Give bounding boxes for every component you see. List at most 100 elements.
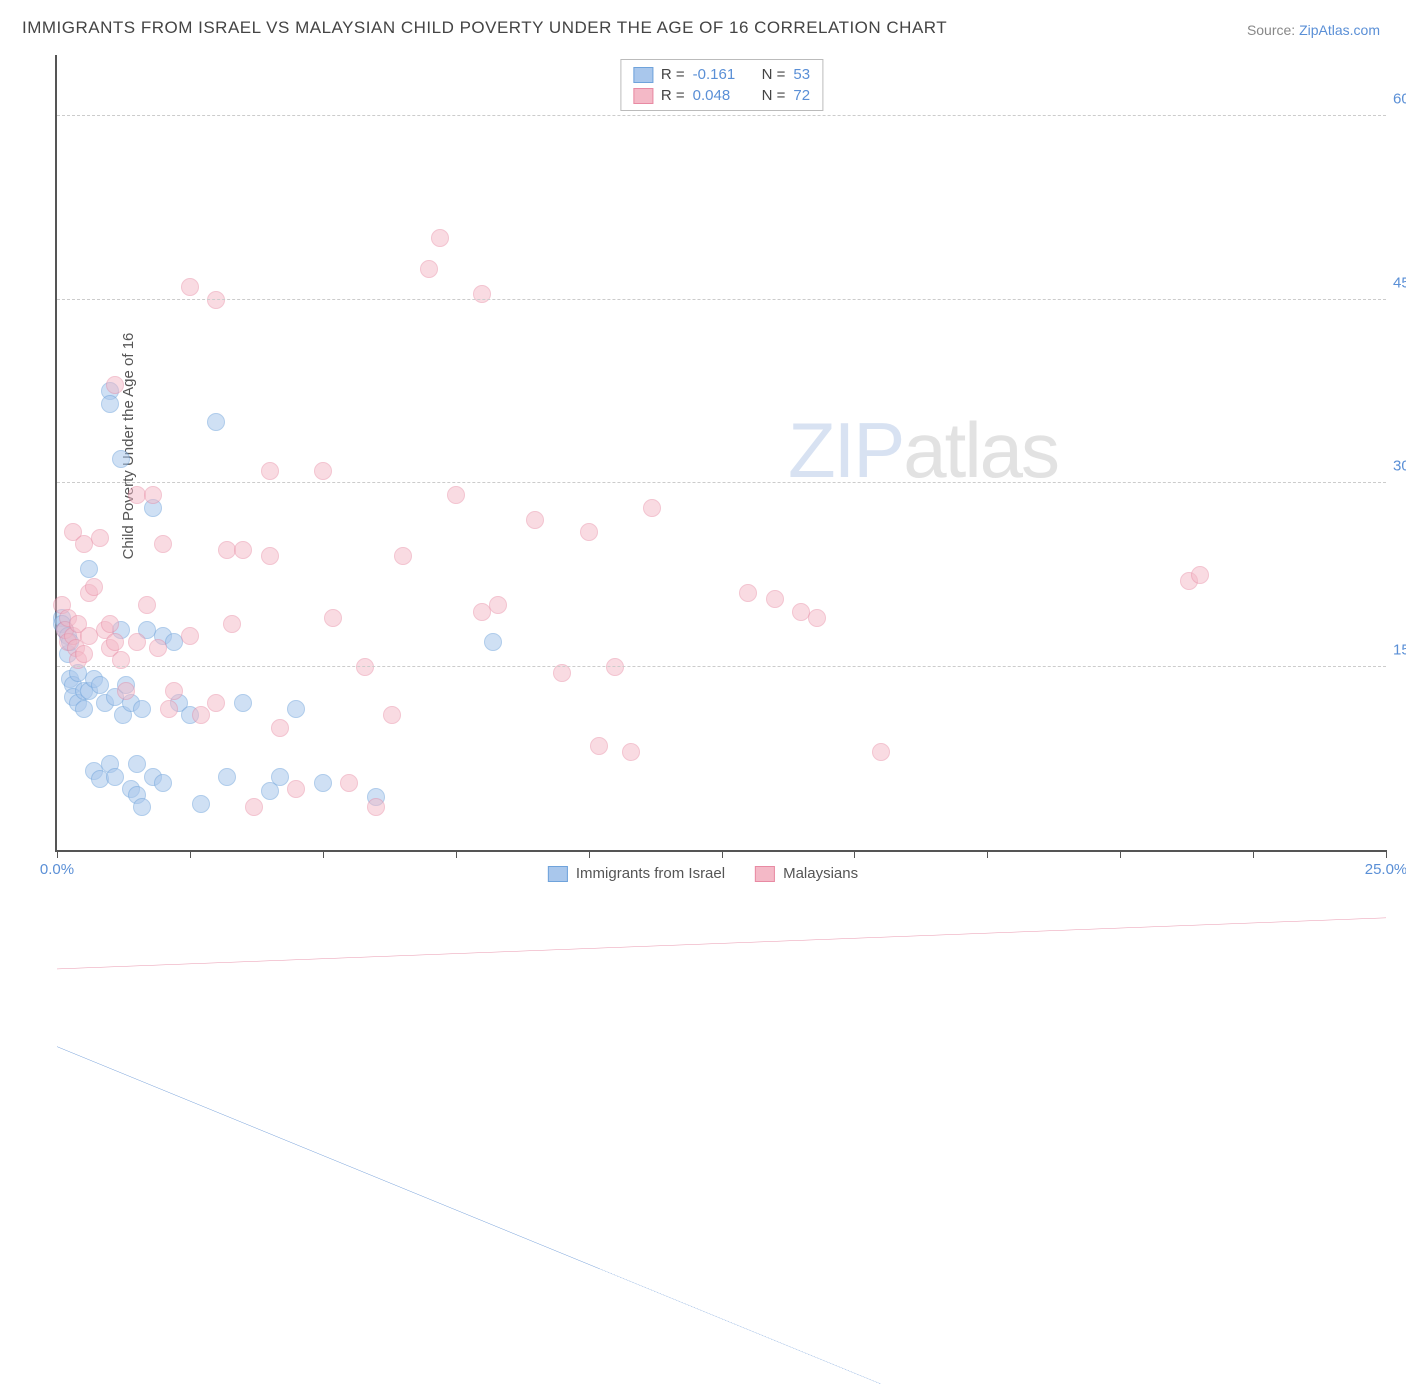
data-point bbox=[218, 768, 236, 786]
data-point bbox=[101, 395, 119, 413]
data-point bbox=[245, 798, 263, 816]
data-point bbox=[622, 743, 640, 761]
source-label: Source: bbox=[1247, 22, 1299, 38]
x-tick bbox=[456, 850, 457, 858]
x-tick bbox=[57, 850, 58, 858]
data-point bbox=[128, 755, 146, 773]
data-point bbox=[872, 743, 890, 761]
data-point bbox=[117, 682, 135, 700]
data-point bbox=[112, 651, 130, 669]
data-point bbox=[154, 535, 172, 553]
data-point bbox=[739, 584, 757, 602]
x-tick bbox=[987, 850, 988, 858]
data-point bbox=[420, 260, 438, 278]
data-point bbox=[223, 615, 241, 633]
data-point bbox=[154, 774, 172, 792]
data-point bbox=[207, 694, 225, 712]
legend-swatch bbox=[633, 67, 653, 83]
data-point bbox=[101, 615, 119, 633]
data-point bbox=[138, 596, 156, 614]
y-tick-label: 45.0% bbox=[1393, 274, 1406, 291]
data-point bbox=[112, 450, 130, 468]
data-point bbox=[340, 774, 358, 792]
data-point bbox=[181, 278, 199, 296]
legend-item: Malaysians bbox=[755, 865, 858, 882]
data-point bbox=[144, 486, 162, 504]
data-point bbox=[160, 700, 178, 718]
data-point bbox=[192, 706, 210, 724]
data-point bbox=[234, 541, 252, 559]
chart-plot-area: R = -0.161N = 53R = 0.048N = 72 ZIPatlas… bbox=[55, 55, 1386, 852]
x-tick bbox=[190, 850, 191, 858]
data-point bbox=[128, 633, 146, 651]
data-point bbox=[324, 609, 342, 627]
legend-n-value: 53 bbox=[793, 66, 810, 83]
x-tick bbox=[1253, 850, 1254, 858]
y-tick-label: 60.0% bbox=[1393, 91, 1406, 108]
data-point bbox=[133, 700, 151, 718]
legend-r-label: R = bbox=[661, 66, 685, 83]
legend-swatch bbox=[548, 866, 568, 882]
data-point bbox=[261, 547, 279, 565]
data-point bbox=[287, 700, 305, 718]
data-point bbox=[314, 462, 332, 480]
data-point bbox=[207, 413, 225, 431]
data-point bbox=[75, 645, 93, 663]
regression-line bbox=[57, 918, 1386, 969]
x-tick bbox=[323, 850, 324, 858]
data-point bbox=[1191, 566, 1209, 584]
gridline-h bbox=[57, 482, 1386, 483]
legend-label: Immigrants from Israel bbox=[576, 865, 725, 882]
data-point bbox=[808, 609, 826, 627]
data-point bbox=[75, 700, 93, 718]
data-point bbox=[149, 639, 167, 657]
gridline-h bbox=[57, 666, 1386, 667]
data-point bbox=[91, 529, 109, 547]
data-point bbox=[383, 706, 401, 724]
x-tick bbox=[854, 850, 855, 858]
correlation-legend: R = -0.161N = 53R = 0.048N = 72 bbox=[620, 59, 823, 111]
legend-n-label: N = bbox=[762, 66, 786, 83]
data-point bbox=[106, 376, 124, 394]
data-point bbox=[590, 737, 608, 755]
series-legend: Immigrants from Israel Malaysians bbox=[548, 865, 858, 882]
data-point bbox=[261, 462, 279, 480]
data-point bbox=[314, 774, 332, 792]
data-point bbox=[606, 658, 624, 676]
data-point bbox=[181, 627, 199, 645]
data-point bbox=[80, 560, 98, 578]
x-tick bbox=[1120, 850, 1121, 858]
regression-line bbox=[57, 1047, 599, 1269]
x-tick-label: 0.0% bbox=[40, 861, 74, 878]
source-attribution: Source: ZipAtlas.com bbox=[1247, 22, 1380, 38]
data-point bbox=[165, 682, 183, 700]
gridline-h bbox=[57, 299, 1386, 300]
data-point bbox=[394, 547, 412, 565]
data-point bbox=[431, 229, 449, 247]
data-point bbox=[85, 578, 103, 596]
data-point bbox=[207, 291, 225, 309]
data-point bbox=[106, 768, 124, 786]
x-tick-label: 25.0% bbox=[1365, 861, 1406, 878]
regression-line-dashed bbox=[599, 1269, 881, 1384]
legend-r-value: -0.161 bbox=[693, 66, 748, 83]
legend-n-value: 72 bbox=[793, 87, 810, 104]
legend-r-value: 0.048 bbox=[693, 87, 748, 104]
data-point bbox=[489, 596, 507, 614]
data-point bbox=[287, 780, 305, 798]
data-point bbox=[234, 694, 252, 712]
data-point bbox=[271, 719, 289, 737]
legend-row: R = 0.048N = 72 bbox=[633, 85, 810, 106]
data-point bbox=[473, 285, 491, 303]
gridline-h bbox=[57, 115, 1386, 116]
data-point bbox=[643, 499, 661, 517]
chart-title: IMMIGRANTS FROM ISRAEL VS MALAYSIAN CHIL… bbox=[22, 18, 947, 38]
source-link[interactable]: ZipAtlas.com bbox=[1299, 22, 1380, 38]
legend-n-label: N = bbox=[762, 87, 786, 104]
legend-swatch bbox=[755, 866, 775, 882]
y-tick-label: 30.0% bbox=[1393, 458, 1406, 475]
x-tick bbox=[1386, 850, 1387, 858]
legend-item: Immigrants from Israel bbox=[548, 865, 725, 882]
data-point bbox=[766, 590, 784, 608]
legend-swatch bbox=[633, 88, 653, 104]
